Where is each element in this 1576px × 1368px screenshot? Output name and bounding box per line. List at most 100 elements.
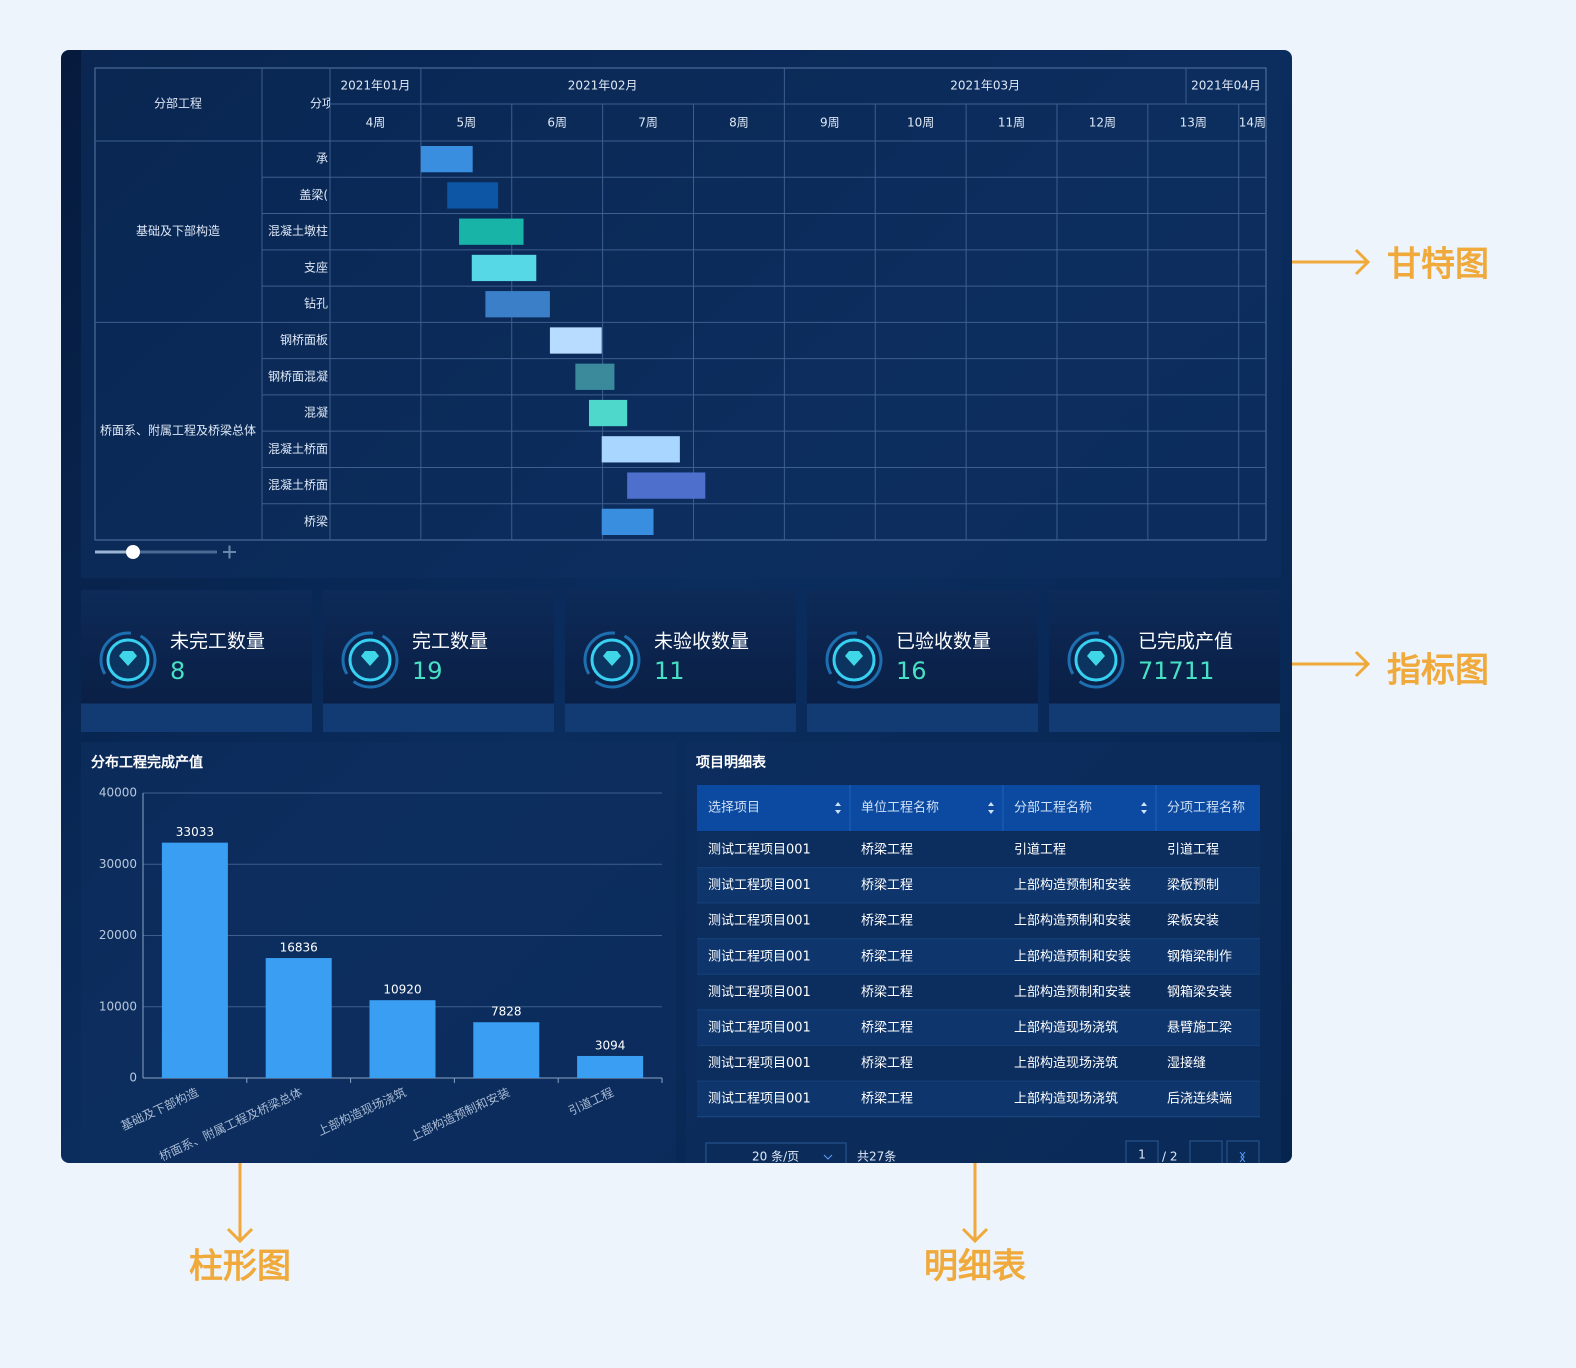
week-label: 11周	[998, 116, 1025, 130]
week-label: 9周	[820, 116, 840, 130]
page-size: 20 条/页	[752, 1150, 799, 1164]
gantt-bar	[601, 436, 680, 463]
table-row	[697, 867, 1260, 904]
kpi-row: 未完工数量 8 完工数量 19 未验收数量 11 已验收数量 16 已完成产值 71711	[81, 590, 1280, 732]
week-label: 4周	[366, 116, 386, 130]
prev-btn[interactable]	[1189, 1140, 1223, 1169]
data-label: 16836	[280, 941, 318, 955]
task-name: 盖梁(	[299, 187, 328, 202]
next-btn[interactable]	[1226, 1140, 1260, 1169]
y-tick-label: 20000	[99, 928, 137, 942]
table-cell: 湿接缝	[1167, 1055, 1206, 1071]
column-header: 单位工程名称	[861, 800, 939, 816]
kpi-icon	[603, 651, 621, 666]
table-cell: 测试工程项目001	[708, 1092, 811, 1107]
gantt: 分部工程 分项 2021年01月 2021年02月 2021年03月 2021年04月 4周…	[94, 67, 1267, 541]
table-header	[697, 785, 1260, 831]
week-label: 5周	[456, 116, 476, 130]
task-name: 钢桥面混凝	[268, 368, 328, 383]
data-label: 10920	[383, 983, 421, 997]
page-input[interactable]	[1125, 1140, 1159, 1169]
kpi-value: 11	[654, 657, 685, 685]
data-label: 7828	[491, 1005, 522, 1019]
month-label: 2021年01月	[341, 79, 411, 93]
sort-icon[interactable]	[1141, 802, 1147, 814]
bar	[265, 958, 332, 1078]
gantt-bar	[575, 363, 615, 390]
week-label: 8周	[729, 116, 749, 130]
sort-icon[interactable]	[988, 802, 994, 814]
table-cell: 引道工程	[1014, 843, 1066, 858]
table-cell: 上部构造现场浇筑	[1014, 1055, 1118, 1071]
header: 分项	[310, 97, 334, 111]
bar	[369, 1000, 436, 1078]
table-cell: 测试工程项目001	[708, 914, 811, 929]
column-header: 选择项目	[708, 801, 760, 816]
month-label: 2021年04月	[1191, 79, 1261, 93]
week-label: 7周	[638, 116, 658, 130]
table-cell: 桥梁工程	[861, 1056, 913, 1071]
kpi-icon	[845, 651, 863, 666]
kpi-label: 未验收数量	[654, 631, 749, 653]
gantt-frame	[94, 67, 1267, 541]
header: 分部工程	[154, 96, 202, 111]
table-row	[697, 1010, 1260, 1046]
task-name: 混凝土桥面	[268, 477, 328, 492]
page-size-select[interactable]	[705, 1142, 847, 1171]
y-tick-label: 30000	[99, 857, 137, 871]
kpi-icon	[1067, 631, 1125, 689]
bar	[577, 1055, 644, 1078]
kpi-label: 已完成产值	[1138, 631, 1233, 653]
table-cell: 钢箱梁制作	[1167, 948, 1232, 964]
kpi-icon	[1087, 651, 1105, 666]
kpi-icon	[825, 631, 883, 689]
group-label: 桥面系、附属工程及桥梁总体	[100, 423, 256, 438]
gantt-bar	[601, 508, 654, 535]
table-row	[697, 938, 1260, 975]
table-cell: 测试工程项目001	[708, 1021, 811, 1036]
table-cell: 桥梁工程	[861, 1021, 913, 1036]
chevron	[1239, 1151, 1246, 1163]
gantt-bar	[549, 327, 602, 354]
week-label: 12周	[1089, 116, 1116, 130]
total: 共27条	[857, 1150, 896, 1164]
month-label: 2021年03月	[950, 79, 1020, 93]
week-label: 14周	[1239, 116, 1266, 130]
annotation: 甘特图	[1387, 245, 1489, 285]
table-row	[697, 1045, 1260, 1082]
bar	[161, 842, 228, 1078]
task-name: 混凝土桥面	[268, 441, 328, 456]
table-cell: 后浇连续端	[1167, 1091, 1232, 1107]
chevron	[823, 1154, 833, 1160]
table-cell: 测试工程项目001	[708, 878, 811, 893]
table-cell: 测试工程项目001	[708, 985, 811, 1000]
gantt-bar	[588, 399, 628, 427]
week-label: 6周	[547, 116, 567, 130]
table-cell: 上部构造预制和安装	[1014, 878, 1131, 893]
kpi-label: 未完工数量	[170, 631, 265, 653]
dashboard: 分部工程 分项 2021年01月 2021年02月 2021年03月 2021年04月 4周…	[61, 50, 1292, 1171]
gantt-bar	[459, 218, 524, 245]
pages: / 2	[1162, 1150, 1178, 1164]
table-cell: 上部构造预制和安装	[1014, 949, 1131, 964]
kpi-icon	[119, 651, 137, 666]
table-row	[697, 832, 1260, 868]
gantt-bar	[471, 254, 537, 282]
y-tick-label: 10000	[99, 999, 137, 1013]
gantt-bar	[420, 146, 473, 173]
sort-icon[interactable]	[835, 802, 841, 814]
table-cell: 上部构造现场浇筑	[1014, 1091, 1118, 1107]
week-label: 13周	[1180, 116, 1207, 130]
table-cell: 梁板预制	[1167, 878, 1219, 893]
table-cell: 上部构造现场浇筑	[1014, 1020, 1118, 1036]
gantt-bar	[627, 472, 706, 499]
table-cell: 测试工程项目001	[708, 949, 811, 964]
table-row	[697, 903, 1260, 939]
chart-title: 分布工程完成产值	[91, 754, 203, 771]
kpi-label: 完工数量	[412, 631, 488, 653]
task-name: 桥梁	[304, 513, 328, 528]
table-cell: 悬臂施工梁	[1167, 1021, 1232, 1036]
table-cell: 梁板安装	[1167, 914, 1219, 929]
